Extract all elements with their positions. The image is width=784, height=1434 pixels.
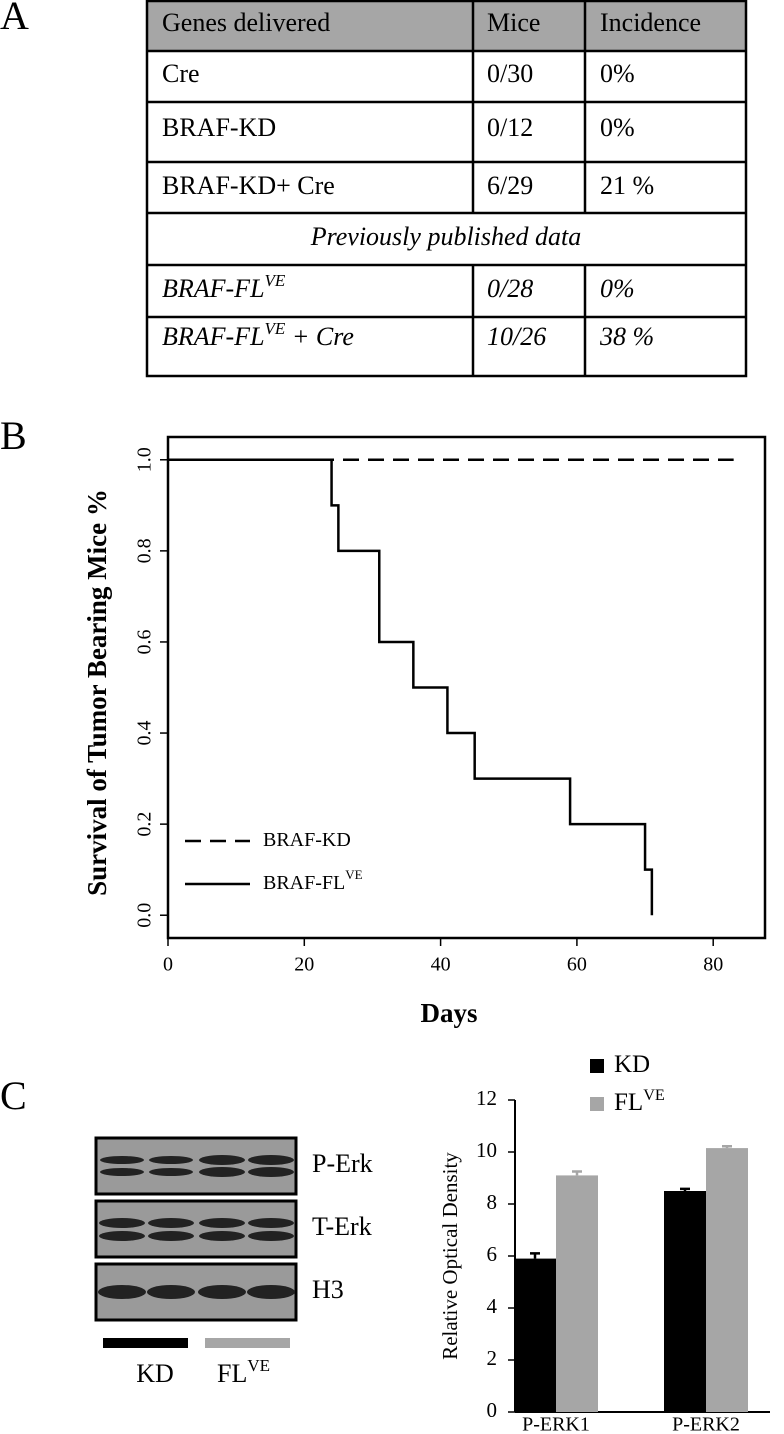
y-tick-label: 6 — [487, 1242, 498, 1266]
western-blot: P-Erk T-Erk H3 KD FLVE — [94, 1136, 373, 1388]
x-tick-label: P-ERK2 — [672, 1414, 740, 1434]
cell-sup: VE — [265, 271, 286, 290]
legend-sup: VE — [643, 1086, 665, 1104]
error-bar — [722, 1145, 732, 1149]
panel-label: C — [0, 1073, 27, 1118]
table-cell: 0/12 — [487, 113, 533, 142]
y-tick-label: 0.4 — [134, 721, 156, 746]
table-cell: 0/28 — [487, 274, 533, 303]
survival-line — [168, 458, 654, 916]
table-cell: 10/26 — [487, 322, 546, 351]
cell-text: BRAF-FL — [162, 322, 265, 351]
cell-text: + Cre — [285, 322, 354, 351]
plot-frame — [166, 435, 767, 940]
legend-name: BRAF-FL — [263, 872, 345, 894]
y-tick-label: 12 — [476, 1086, 497, 1110]
table-cell: 38 % — [599, 322, 654, 351]
y-tick-label: 4 — [487, 1294, 498, 1318]
table-header: Mice — [487, 8, 540, 37]
x-axis-label: Days — [420, 998, 477, 1028]
y-axis-label: Relative Optical Density — [438, 1152, 462, 1360]
bar — [664, 1191, 706, 1412]
y-tick-label: 1.0 — [134, 447, 156, 472]
table: Genes delivered Mice Incidence Cre 0/30 … — [145, 0, 748, 378]
bar — [556, 1175, 598, 1412]
legend-name: KD — [614, 1051, 650, 1078]
y-tick-label: 0.2 — [134, 812, 156, 837]
x-tick-label: 60 — [567, 954, 587, 976]
blot-label: H3 — [312, 1275, 344, 1304]
group-text: FL — [217, 1359, 247, 1388]
x-tick-label: P-ERK1 — [522, 1414, 590, 1434]
y-tick-label: 0.8 — [134, 538, 156, 563]
error-bar — [530, 1252, 540, 1259]
legend-label: KD — [614, 1051, 650, 1078]
y-tick-label: 8 — [487, 1190, 498, 1214]
x-tick-label: 80 — [703, 954, 723, 976]
error-bar — [680, 1187, 690, 1191]
blot-group: KD — [136, 1359, 174, 1388]
table-cell: 0% — [600, 59, 635, 88]
blot-group: FLVE — [217, 1356, 270, 1388]
legend-label: BRAF-FLVE — [263, 867, 363, 894]
blot-label: P-Erk — [312, 1149, 373, 1178]
table-cell: Cre — [162, 59, 200, 88]
table-cell: BRAF-FLVE + Cre — [162, 319, 354, 351]
table-cell: BRAF-KD+ Cre — [162, 171, 335, 200]
table-grid — [145, 0, 748, 378]
table-cell: 6/29 — [487, 171, 533, 200]
table-cell: 0% — [600, 274, 635, 303]
x-tick-label: 20 — [294, 954, 314, 976]
legend-label: FLVE — [614, 1086, 665, 1116]
cell-sup: VE — [265, 319, 286, 338]
table-cell: BRAF-KD — [162, 113, 276, 142]
y-axis-label: Survival of Tumor Bearing Mice % — [82, 489, 112, 896]
table-cell: 0/30 — [487, 59, 533, 88]
legend-swatch — [590, 1097, 604, 1111]
panel-label: B — [0, 413, 27, 458]
table-header: Genes delivered — [162, 8, 330, 37]
header-bg — [147, 1, 746, 51]
y-tick-label: 2 — [487, 1346, 498, 1370]
x-tick-label: 0 — [163, 954, 173, 976]
group-sup: VE — [247, 1356, 270, 1375]
y-tick-label: 0 — [487, 1398, 498, 1422]
error-bar — [572, 1170, 582, 1176]
table-header: Incidence — [600, 8, 701, 37]
panel-label: A — [0, 0, 29, 38]
table-cell: 0% — [600, 113, 635, 142]
blot-label: T-Erk — [312, 1212, 372, 1241]
bar — [514, 1258, 556, 1412]
x-tick-label: 40 — [431, 954, 451, 976]
legend-label: BRAF-KD — [263, 829, 351, 851]
y-tick-label: 0.6 — [134, 629, 156, 654]
table-cell: BRAF-FLVE — [162, 271, 286, 303]
legend-name: FL — [614, 1089, 643, 1116]
table-cell: 21 % — [600, 171, 654, 200]
bar — [706, 1148, 748, 1412]
y-tick-label: 0.0 — [134, 903, 156, 928]
y-tick-label: 10 — [476, 1138, 497, 1162]
legend-swatch — [590, 1059, 604, 1073]
cell-text: BRAF-FL — [162, 274, 265, 303]
table-section: Previously published data — [310, 222, 582, 251]
legend-sup: VE — [345, 867, 362, 882]
legend-name: BRAF-KD — [263, 829, 351, 851]
